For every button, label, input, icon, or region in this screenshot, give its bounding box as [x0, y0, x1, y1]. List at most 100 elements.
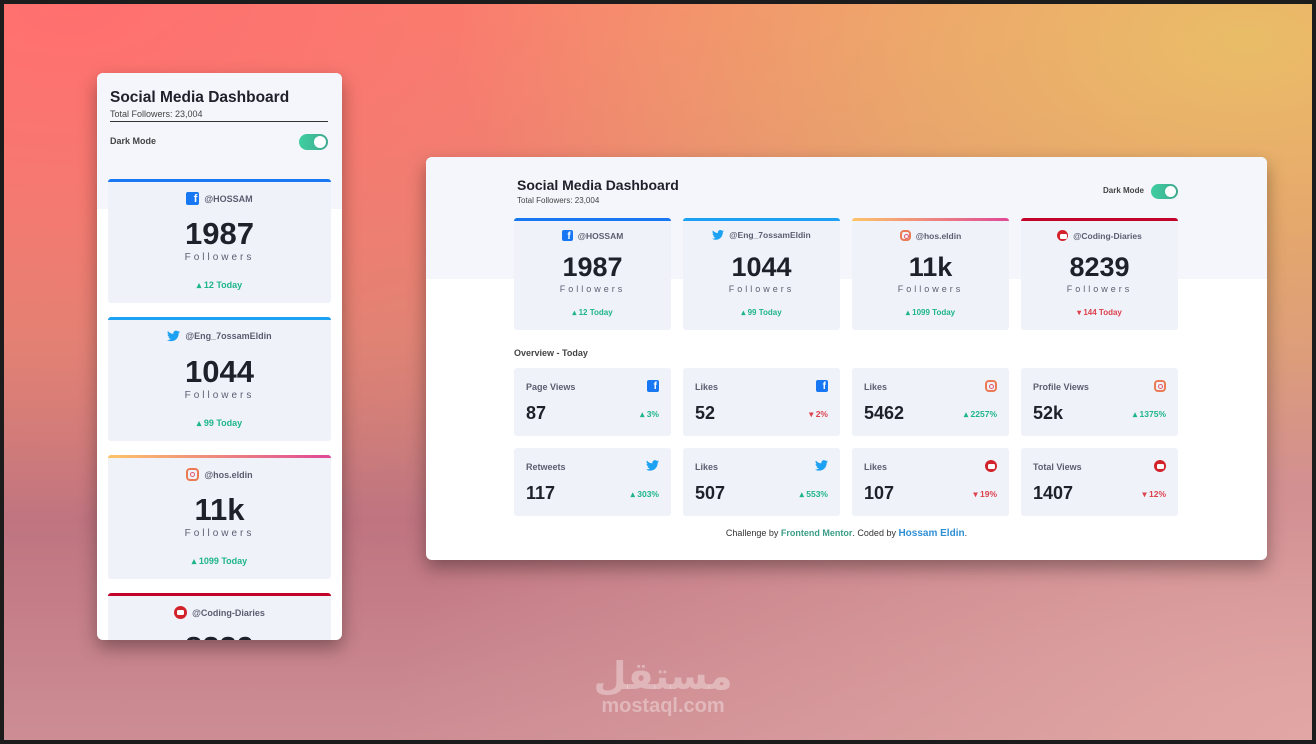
follower-card-youtube[interactable]: @Coding-Diaries 8239: [108, 593, 331, 640]
handle: @Coding-Diaries: [1073, 230, 1142, 241]
handle: @Eng_7ossamEldin: [729, 230, 811, 240]
change-text: 2257%: [970, 409, 997, 419]
handle: @HOSSAM: [204, 193, 253, 204]
follower-card-instagram[interactable]: @hos.eldin 11k Followers ▴ 1099 Today: [852, 218, 1009, 330]
card-accent-bar: [108, 317, 331, 320]
followers-label: Followers: [897, 284, 964, 294]
follower-count: 1044: [185, 354, 254, 389]
card-accent-bar: [1021, 218, 1178, 221]
overview-change: ▴ 3%: [640, 409, 659, 420]
background: Social Media Dashboard Total Followers: …: [4, 4, 1312, 740]
handle-row: @Coding-Diaries: [1021, 230, 1178, 241]
footer-prefix: Challenge by: [725, 528, 781, 538]
up-arrow-icon: ▴: [572, 308, 579, 317]
watermark-arabic: مستقل: [593, 654, 733, 698]
handle-row: @hos.eldin: [108, 468, 331, 481]
overview-value: 507: [695, 483, 726, 503]
today-change: ▴ 99 Today: [683, 308, 840, 317]
overview-card-instagram-likes[interactable]: Likes 5462 ▴ 2257%: [852, 368, 1009, 436]
today-change: ▴ 12 Today: [514, 308, 671, 317]
overview-card-twitter-likes[interactable]: Likes 507 ▴ 553%: [683, 448, 840, 516]
total-followers: Total Followers: 23,004: [110, 109, 203, 119]
overview-change: ▴ 553%: [800, 489, 828, 500]
twitter-icon: [815, 460, 828, 471]
dark-mode-toggle[interactable]: [1151, 184, 1178, 199]
up-arrow-icon: ▴: [963, 409, 971, 419]
instagram-icon: [899, 230, 911, 241]
change-text: 12%: [1148, 489, 1166, 499]
today-text: 99 Today: [203, 418, 243, 428]
follower-card-facebook[interactable]: f @HOSSAM 1987 Followers ▴ 12 Today: [108, 179, 331, 303]
today-text: 99 Today: [747, 308, 782, 317]
overview-label: Profile Views: [1033, 382, 1089, 392]
up-arrow-icon: ▴: [1132, 409, 1140, 419]
twitter-icon: [167, 330, 181, 342]
change-text: 3%: [646, 409, 659, 419]
follower-count: 1044: [731, 252, 792, 282]
overview-card-facebook-likes[interactable]: Likes f 52 ▾ 2%: [683, 368, 840, 436]
handle: @Eng_7ossamEldin: [185, 331, 272, 341]
change-text: 303%: [637, 489, 659, 499]
today-change: ▴ 1099 Today: [852, 308, 1009, 317]
overview-card-youtube-likes[interactable]: Likes 107 ▾ 19%: [852, 448, 1009, 516]
follower-card-facebook[interactable]: f @HOSSAM 1987 Followers ▴ 12 Today: [514, 218, 671, 330]
mostaql-watermark: مستقل mostaql.com: [578, 656, 748, 716]
up-arrow-icon: ▴: [640, 409, 647, 419]
followers-label: Followers: [184, 528, 255, 539]
handle: @hos.eldin: [915, 230, 962, 241]
youtube-icon: [1154, 460, 1166, 472]
today-text: 12 Today: [203, 280, 243, 290]
follower-card-youtube[interactable]: @Coding-Diaries 8239 Followers ▾ 144 Tod…: [1021, 218, 1178, 330]
up-arrow-icon: ▴: [630, 489, 638, 499]
youtube-icon: [174, 606, 188, 619]
card-accent-bar: [108, 179, 331, 182]
overview-card-retweets[interactable]: Retweets 117 ▴ 303%: [514, 448, 671, 516]
page-title: Social Media Dashboard: [517, 177, 679, 193]
today-text: 1099 Today: [198, 556, 248, 566]
card-accent-bar: [683, 218, 840, 221]
card-accent-bar: [514, 218, 671, 221]
up-arrow-icon: ▴: [196, 418, 204, 428]
follower-count: 8239: [1069, 252, 1130, 282]
overview-value: 117: [526, 483, 556, 503]
author-link[interactable]: Hossam Eldin: [898, 528, 965, 539]
overview-change: ▴ 1375%: [1133, 409, 1166, 420]
overview-label: Page Views: [526, 382, 576, 392]
overview-card-profile-views[interactable]: Profile Views 52k ▴ 1375%: [1021, 368, 1178, 436]
overview-value: 5462: [864, 403, 905, 423]
card-accent-bar: [852, 218, 1009, 221]
facebook-icon: f: [816, 380, 828, 392]
today-change: ▾ 144 Today: [1021, 308, 1178, 317]
today-text: 144 Today: [1083, 308, 1122, 317]
today-text: 1099 Today: [912, 308, 956, 317]
follower-card-twitter[interactable]: @Eng_7ossamEldin 1044 Followers ▴ 99 Tod…: [683, 218, 840, 330]
followers-label: Followers: [559, 284, 626, 294]
page-title: Social Media Dashboard: [110, 89, 290, 106]
follower-count: 11k: [908, 252, 953, 282]
handle: @hos.eldin: [204, 469, 253, 480]
overview-card-total-views[interactable]: Total Views 1407 ▾ 12%: [1021, 448, 1178, 516]
overview-title: Overview - Today: [514, 348, 588, 358]
up-arrow-icon: ▴: [196, 280, 204, 290]
mobile-preview: Social Media Dashboard Total Followers: …: [97, 73, 342, 640]
overview-card-page-views[interactable]: Page Views f 87 ▴ 3%: [514, 368, 671, 436]
up-arrow-icon: ▴: [191, 556, 199, 566]
frontend-mentor-link[interactable]: Frontend Mentor: [780, 528, 853, 538]
follower-card-twitter[interactable]: @Eng_7ossamEldin 1044 Followers ▴ 99 Tod…: [108, 317, 331, 441]
up-arrow-icon: ▴: [799, 489, 807, 499]
down-arrow-icon: ▾: [1077, 308, 1084, 317]
instagram-icon: [186, 468, 200, 481]
handle: @Coding-Diaries: [192, 607, 265, 618]
facebook-icon: f: [186, 192, 200, 205]
twitter-icon: [712, 230, 725, 240]
follower-card-instagram[interactable]: @hos.eldin 11k Followers ▴ 1099 Today: [108, 455, 331, 579]
handle: @HOSSAM: [577, 230, 624, 241]
card-accent-bar: [108, 593, 331, 596]
attribution-footer: Challenge by Frontend Mentor. Coded by H…: [426, 528, 1267, 539]
divider: [110, 121, 328, 122]
dark-mode-toggle[interactable]: [299, 134, 328, 150]
follower-count: 1987: [562, 252, 623, 282]
change-text: 1375%: [1139, 409, 1166, 419]
overview-change: ▴ 303%: [631, 489, 659, 500]
followers-label: Followers: [184, 390, 255, 401]
